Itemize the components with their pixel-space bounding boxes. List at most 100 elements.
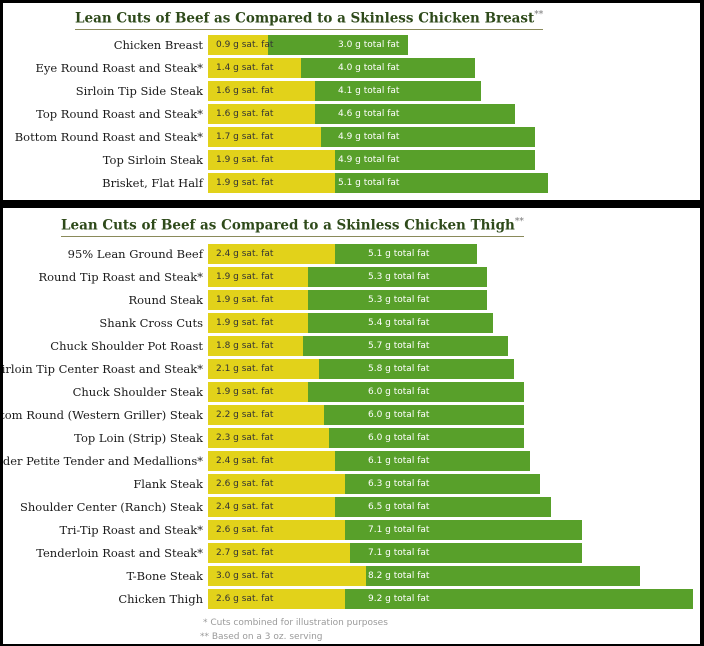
category-label: Shoulder Center (Ranch) Steak <box>20 500 203 514</box>
sat-fat-label: 2.4 g sat. fat <box>216 502 274 512</box>
total-fat-label: 6.0 g total fat <box>368 410 430 420</box>
chart-title-breast: Lean Cuts of Beef as Compared to a Skinl… <box>75 10 544 30</box>
sat-fat-label: 2.2 g sat. fat <box>216 410 274 420</box>
sat-fat-bar <box>208 313 309 333</box>
sat-fat-bar <box>208 81 315 101</box>
total-fat-label: 5.3 g total fat <box>368 295 430 305</box>
bar-row: Round Tip Roast and Steak* 1.9 g sat. fat… <box>3 267 700 287</box>
sat-fat-label: 0.9 g sat. fat <box>216 40 274 50</box>
category-label: Eye Round Roast and Steak* <box>35 61 203 75</box>
sat-fat-label: 1.9 g sat. fat <box>216 295 274 305</box>
category-label: Flank Steak <box>133 477 203 491</box>
sat-fat-bar <box>208 290 309 310</box>
sat-fat-bar <box>208 589 346 609</box>
sat-fat-bar <box>208 451 335 471</box>
category-label: Shoulder Petite Tender and Medallions* <box>3 454 203 468</box>
total-fat-label: 8.2 g total fat <box>368 571 430 581</box>
category-label: Tenderloin Roast and Steak* <box>36 546 203 560</box>
sat-fat-label: 2.1 g sat. fat <box>216 364 274 374</box>
sat-fat-bar <box>208 382 309 402</box>
total-fat-label: 5.3 g total fat <box>368 272 430 282</box>
sat-fat-label: 2.3 g sat. fat <box>216 433 274 443</box>
bar-row: Chuck Shoulder Pot Roast 1.8 g sat. fat 5.… <box>3 336 700 356</box>
sat-fat-label: 2.6 g sat. fat <box>216 594 274 604</box>
sat-fat-bar <box>208 267 309 287</box>
total-fat-label: 6.5 g total fat <box>368 502 430 512</box>
total-fat-label: 9.2 g total fat <box>368 594 430 604</box>
sat-fat-label: 1.6 g sat. fat <box>216 86 274 96</box>
category-label: Top Round Roast and Steak* <box>36 107 203 121</box>
total-fat-label: 4.9 g total fat <box>338 155 400 165</box>
sat-fat-bar <box>208 520 346 540</box>
bar-row: Tri-Tip Roast and Steak* 2.6 g sat. fat 7.… <box>3 520 700 540</box>
bar-row: Flank Steak 2.6 g sat. fat 6.3 g total fat <box>3 474 700 494</box>
category-label: Round Tip Roast and Steak* <box>38 270 203 284</box>
category-label: Chicken Thigh <box>118 592 203 606</box>
total-fat-label: 5.1 g total fat <box>368 249 430 259</box>
category-label: Sirloin Tip Side Steak <box>75 84 203 98</box>
footnote-serving-size: ** Based on a 3 oz. serving <box>200 632 323 642</box>
bar-row: Sirloin Tip Center Roast and Steak* 2.1 g… <box>3 359 700 379</box>
category-label: Brisket, Flat Half <box>102 176 203 190</box>
sat-fat-bar <box>208 474 346 494</box>
category-label: Sirloin Tip Center Roast and Steak* <box>3 362 203 376</box>
sat-fat-bar <box>208 497 335 517</box>
bar-row: T-Bone Steak 3.0 g sat. fat 8.2 g total fa… <box>3 566 700 586</box>
total-fat-label: 7.1 g total fat <box>368 525 430 535</box>
total-fat-label: 7.1 g total fat <box>368 548 430 558</box>
sat-fat-label: 1.9 g sat. fat <box>216 387 274 397</box>
sat-fat-bar <box>208 150 335 170</box>
bar-row: Tenderloin Roast and Steak* 2.7 g sat. fa… <box>3 543 700 563</box>
total-fat-label: 4.0 g total fat <box>338 63 400 73</box>
sat-fat-bar <box>208 104 315 124</box>
bar-row: Bottom Round (Western Griller) Steak 2.2 … <box>3 405 700 425</box>
category-label: Tri-Tip Roast and Steak* <box>59 523 203 537</box>
footnote-cuts-combined: * Cuts combined for illustration purpose… <box>203 618 388 628</box>
total-fat-label: 6.1 g total fat <box>368 456 430 466</box>
sat-fat-label: 1.9 g sat. fat <box>216 178 274 188</box>
total-fat-label: 6.0 g total fat <box>368 433 430 443</box>
category-label: 95% Lean Ground Beef <box>67 247 203 261</box>
bar-row: Round Steak 1.9 g sat. fat 5.3 g total fat <box>3 290 700 310</box>
sat-fat-bar <box>208 336 303 356</box>
sat-fat-label: 1.9 g sat. fat <box>216 272 274 282</box>
total-fat-label: 6.3 g total fat <box>368 479 430 489</box>
sat-fat-bar <box>208 244 335 264</box>
sat-fat-label: 2.6 g sat. fat <box>216 479 274 489</box>
category-label: Bottom Round Roast and Steak* <box>14 130 203 144</box>
bar-row: Chicken Breast 0.9 g sat. fat 3.0 g total … <box>3 35 700 55</box>
category-label: Top Loin (Strip) Steak <box>74 431 203 445</box>
total-fat-label: 4.1 g total fat <box>338 86 400 96</box>
category-label: Chuck Shoulder Pot Roast <box>50 339 203 353</box>
sat-fat-bar <box>208 405 324 425</box>
sat-fat-label: 1.9 g sat. fat <box>216 155 274 165</box>
total-fat-label: 5.1 g total fat <box>338 178 400 188</box>
bar-row: Bottom Round Roast and Steak* 1.7 g sat. … <box>3 127 700 147</box>
chicken-breast-panel: Lean Cuts of Beef as Compared to a Skinl… <box>3 3 700 200</box>
sat-fat-label: 2.6 g sat. fat <box>216 525 274 535</box>
bar-row: Eye Round Roast and Steak* 1.4 g sat. fat… <box>3 58 700 78</box>
sat-fat-bar <box>208 173 335 193</box>
chicken-thigh-panel: Lean Cuts of Beef as Compared to a Skinl… <box>3 208 700 644</box>
bar-row: Sirloin Tip Side Steak 1.6 g sat. fat 4.1 … <box>3 81 700 101</box>
chart-title-thigh: Lean Cuts of Beef as Compared to a Skinl… <box>61 217 524 237</box>
sat-fat-bar <box>208 566 367 586</box>
bar-row: Chicken Thigh 2.6 g sat. fat 9.2 g total f… <box>3 589 700 609</box>
total-fat-label: 5.7 g total fat <box>368 341 430 351</box>
bar-row: Shank Cross Cuts 1.9 g sat. fat 5.4 g tota… <box>3 313 700 333</box>
sat-fat-bar <box>208 35 268 55</box>
sat-fat-label: 2.7 g sat. fat <box>216 548 274 558</box>
bar-row: Shoulder Petite Tender and Medallions* 2.… <box>3 451 700 471</box>
total-fat-label: 5.8 g total fat <box>368 364 430 374</box>
sat-fat-bar <box>208 58 302 78</box>
category-label: Bottom Round (Western Griller) Steak <box>3 408 203 422</box>
sat-fat-label: 1.7 g sat. fat <box>216 132 274 142</box>
bar-row: Shoulder Center (Ranch) Steak 2.4 g sat. … <box>3 497 700 517</box>
sat-fat-label: 1.9 g sat. fat <box>216 318 274 328</box>
category-label: Chicken Breast <box>113 38 203 52</box>
sat-fat-label: 1.8 g sat. fat <box>216 341 274 351</box>
bar-row: Top Round Roast and Steak* 1.6 g sat. fat… <box>3 104 700 124</box>
category-label: T-Bone Steak <box>126 569 203 583</box>
total-fat-label: 4.9 g total fat <box>338 132 400 142</box>
category-label: Round Steak <box>128 293 203 307</box>
